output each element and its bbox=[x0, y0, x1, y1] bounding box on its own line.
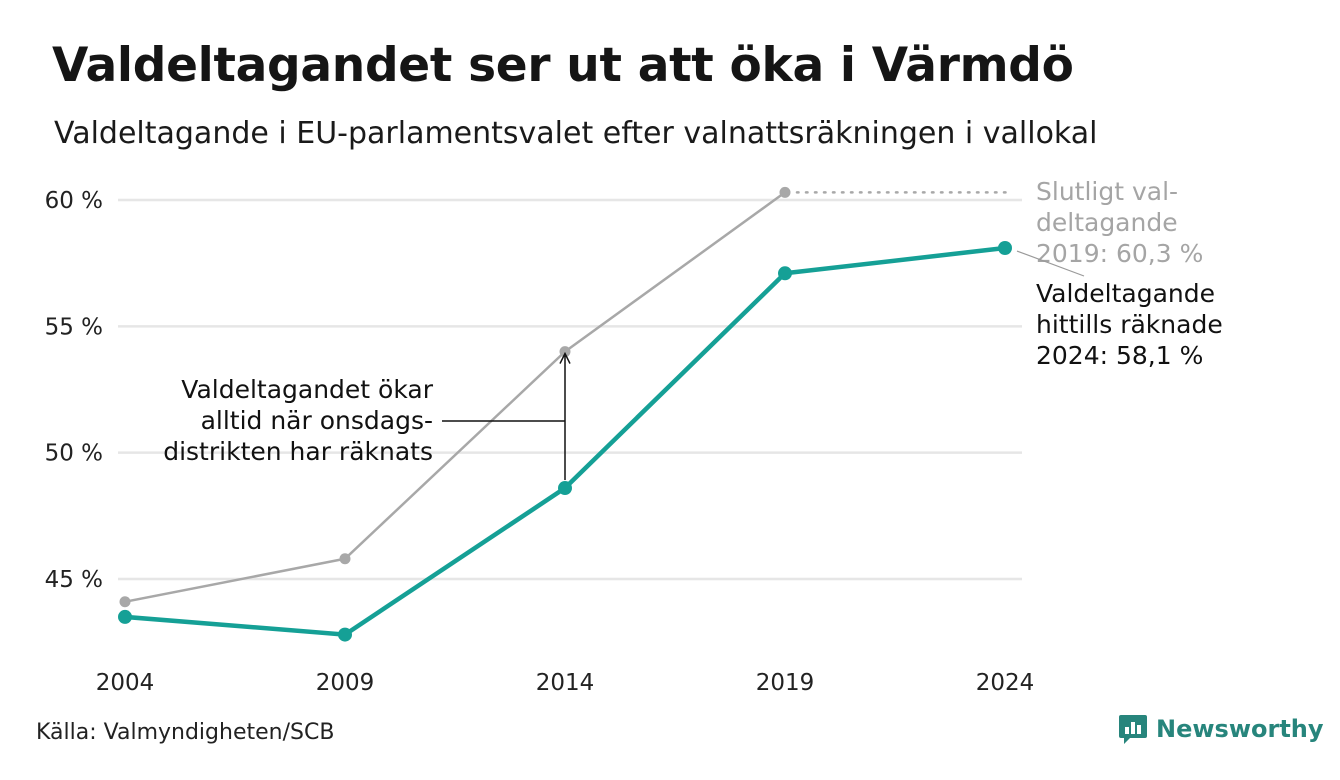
y-tick-label: 60 % bbox=[45, 188, 103, 214]
y-axis-tick-labels: 60 % 55 % 50 % 45 % bbox=[45, 188, 103, 593]
newsworthy-logo-icon bbox=[1119, 715, 1147, 744]
counted-turnout-point bbox=[118, 609, 132, 624]
final-turnout-point bbox=[559, 346, 571, 358]
x-tick-label: 2014 bbox=[536, 670, 595, 696]
chart-title: Valdeltagandet ser ut att öka i Värmdö bbox=[52, 38, 1074, 93]
annotations: Valdeltagandet ökar alltid när onsdags-di… bbox=[163, 177, 1223, 481]
counted-turnout-point bbox=[338, 627, 352, 642]
increase-annotation: Valdeltagandet ökar alltid när onsdags-di… bbox=[163, 375, 433, 466]
increase-arrowhead bbox=[559, 351, 571, 364]
y-tick-label: 45 % bbox=[45, 567, 103, 593]
current-turnout-connector bbox=[1016, 250, 1085, 277]
counted-turnout-point bbox=[778, 266, 792, 281]
x-tick-label: 2009 bbox=[316, 670, 375, 696]
final-turnout-point bbox=[119, 596, 131, 608]
source-note: Källa: Valmyndigheten/SCB bbox=[36, 720, 335, 745]
final-turnout-point bbox=[779, 186, 791, 198]
series-lines bbox=[118, 186, 1012, 642]
grid-lines bbox=[118, 198, 1022, 581]
counted-turnout-point bbox=[558, 481, 572, 496]
line-chart: 60 % 55 % 50 % 45 % 2004 2009 2014 2019 2024 Va… bbox=[45, 177, 1223, 696]
x-tick-label: 2019 bbox=[756, 670, 815, 696]
chart-subtitle: Valdeltagande i EU-parlamentsvalet efter… bbox=[54, 116, 1098, 151]
current-turnout-annotation: Valdeltagande hittills räknade 2024: 58,1 … bbox=[1036, 279, 1223, 370]
x-tick-label: 2024 bbox=[976, 670, 1035, 696]
y-tick-label: 50 % bbox=[45, 441, 103, 467]
brand-name: Newsworthy bbox=[1156, 715, 1324, 743]
x-tick-label: 2004 bbox=[96, 670, 155, 696]
brand-logo: Newsworthy bbox=[1118, 713, 1324, 745]
x-axis-tick-labels: 2004 2009 2014 2019 2024 bbox=[96, 670, 1035, 696]
y-tick-label: 55 % bbox=[45, 314, 103, 340]
counted-turnout-point bbox=[998, 241, 1012, 256]
final-turnout-line bbox=[124, 191, 786, 603]
final-turnout-point bbox=[339, 553, 351, 565]
final-turnout-annotation: Slutligt val-deltagande 2019: 60,3 % bbox=[1036, 177, 1203, 268]
